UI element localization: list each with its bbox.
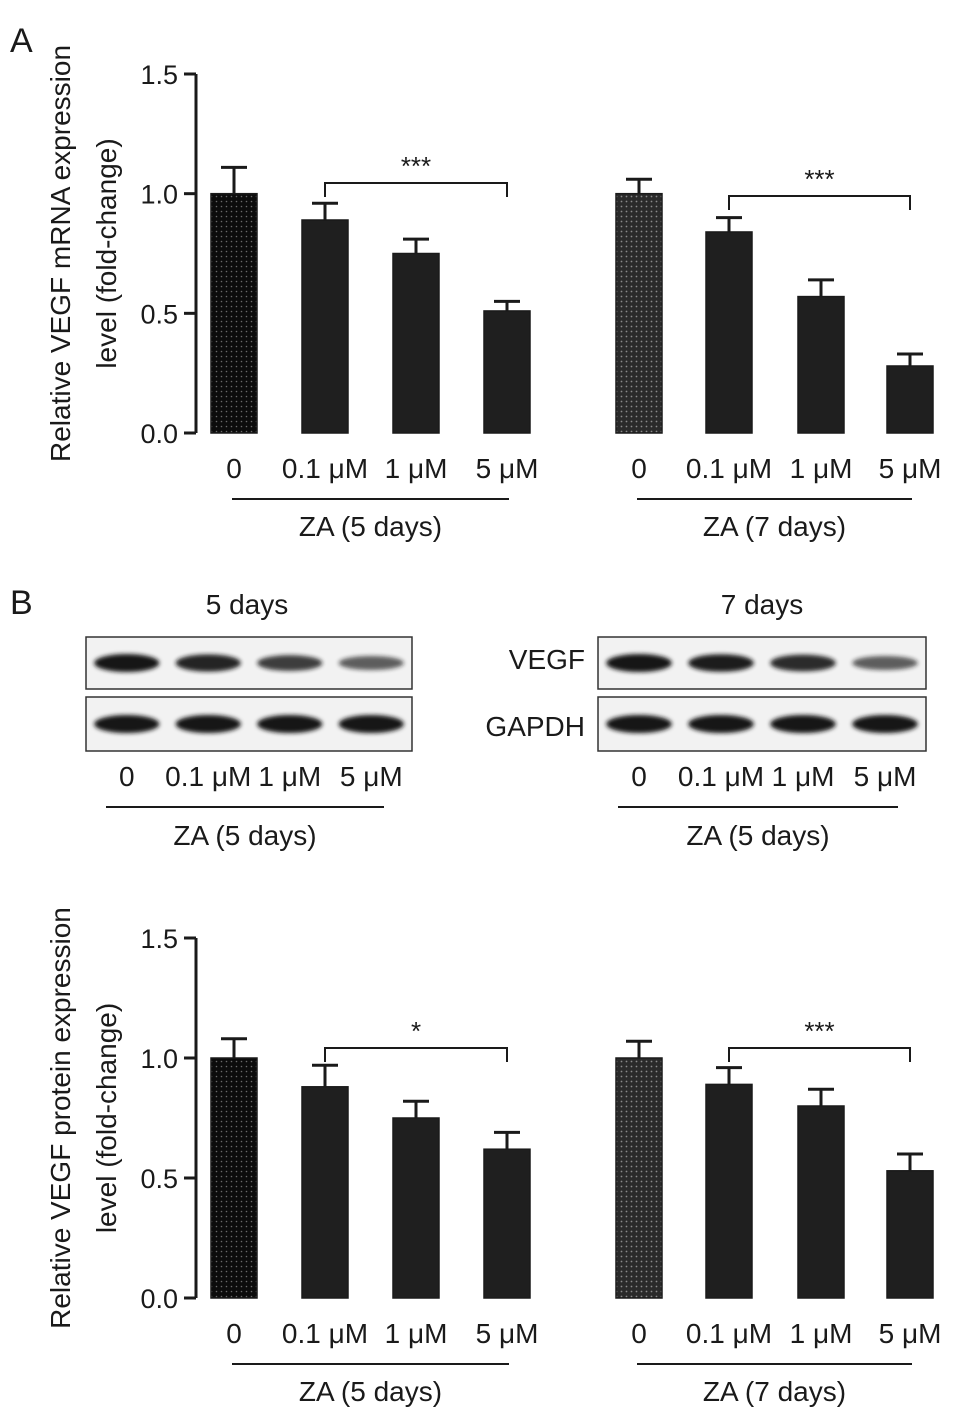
panel-letter-b: B <box>10 584 33 622</box>
bar <box>797 1105 845 1299</box>
y-tick-label: 0.0 <box>140 1284 178 1314</box>
bar <box>392 252 440 434</box>
blot-tick-label: 0.1 μM <box>678 761 764 792</box>
blot-group-label: ZA (5 days) <box>173 820 316 851</box>
band-vegf <box>852 656 918 670</box>
band-gapdh <box>175 715 241 733</box>
western-blot: 5 days 7 days VEGF GAPDH 0 0.1 μM 1 μM 5 μM… <box>85 589 927 851</box>
group-label: ZA (5 days) <box>299 1376 442 1407</box>
blot-group-label: ZA (5 days) <box>686 820 829 851</box>
panel-letter-a: A <box>10 22 33 60</box>
bar <box>705 231 753 434</box>
chart-mrna: 0.0 0.5 1.0 1.5 Relative VEGF mRNA expressio… <box>45 45 941 542</box>
band-gapdh <box>770 715 836 733</box>
y-axis-label: level (fold-change) <box>91 138 122 368</box>
band-gapdh <box>852 715 918 733</box>
x-tick-label: 0.1 μM <box>686 453 772 484</box>
significance-label: * <box>411 1016 421 1046</box>
group-label: ZA (5 days) <box>299 511 442 542</box>
x-tick-label: 1 μM <box>385 453 448 484</box>
y-axis-label: level (fold-change) <box>91 1003 122 1233</box>
significance-label: *** <box>804 164 834 194</box>
band-vegf <box>770 654 836 672</box>
band-vegf <box>175 654 241 672</box>
blot-row-label-gapdh: GAPDH <box>485 711 585 742</box>
bar <box>615 1057 663 1299</box>
chart-protein: 0.0 0.5 1.0 1.5 Relative VEGF protein expres… <box>45 907 941 1407</box>
blot-title-left: 5 days <box>206 589 289 620</box>
blot-right: 0 0.1 μM 1 μM 5 μM ZA (5 days) <box>597 636 927 851</box>
y-tick-label: 0.5 <box>140 299 178 329</box>
bar <box>483 1148 531 1299</box>
y-axis-label: Relative VEGF mRNA expression <box>45 45 76 462</box>
x-tick-label: 5 μM <box>879 1318 942 1349</box>
y-tick-label: 0.5 <box>140 1164 178 1194</box>
blot-tick-label: 5 μM <box>340 761 403 792</box>
x-tick-label: 5 μM <box>476 1318 539 1349</box>
bar <box>392 1117 440 1299</box>
x-tick-label: 1 μM <box>385 1318 448 1349</box>
bar <box>483 310 531 434</box>
x-tick-label: 0.1 μM <box>282 453 368 484</box>
band-gapdh <box>688 715 754 733</box>
y-tick-label: 1.0 <box>140 1044 178 1074</box>
blot-tick-label: 0 <box>119 761 135 792</box>
bar <box>886 1170 934 1299</box>
band-gapdh <box>257 715 323 733</box>
x-tick-label: 0 <box>226 1318 242 1349</box>
band-vegf <box>688 654 754 672</box>
significance-label: *** <box>401 151 431 181</box>
blot-title-right: 7 days <box>721 589 804 620</box>
bar <box>301 219 349 434</box>
group-label: ZA (7 days) <box>703 1376 846 1407</box>
y-tick-label: 1.5 <box>140 60 178 90</box>
x-tick-label: 0 <box>226 453 242 484</box>
band-vegf <box>338 656 404 670</box>
bar <box>705 1083 753 1299</box>
blot-tick-label: 0 <box>631 761 647 792</box>
bar <box>301 1086 349 1299</box>
x-tick-label: 1 μM <box>790 453 853 484</box>
bar <box>797 295 845 434</box>
y-axis-label: Relative VEGF protein expression <box>45 907 76 1329</box>
x-tick-label: 1 μM <box>790 1318 853 1349</box>
significance-bracket <box>324 182 508 197</box>
y-tick-label: 1.0 <box>140 180 178 210</box>
band-gapdh <box>338 715 404 733</box>
blot-row-label-vegf: VEGF <box>509 644 585 675</box>
band-vegf <box>257 655 323 671</box>
bar <box>210 1057 258 1299</box>
x-tick-label: 5 μM <box>879 453 942 484</box>
significance-bracket <box>728 195 911 210</box>
significance-label: *** <box>804 1016 834 1046</box>
bar <box>615 192 663 434</box>
blot-tick-label: 1 μM <box>772 761 835 792</box>
significance-bracket <box>324 1047 508 1062</box>
blot-tick-label: 1 μM <box>258 761 321 792</box>
blot-left: 0 0.1 μM 1 μM 5 μM ZA (5 days) <box>85 636 413 851</box>
band-gapdh <box>606 715 672 733</box>
band-vegf <box>94 654 160 672</box>
y-tick-label: 0.0 <box>140 419 178 449</box>
y-tick-label: 1.5 <box>140 924 178 954</box>
x-tick-label: 0 <box>631 1318 647 1349</box>
blot-tick-label: 0.1 μM <box>165 761 251 792</box>
x-tick-label: 5 μM <box>476 453 539 484</box>
band-vegf <box>606 654 672 672</box>
blot-tick-label: 5 μM <box>854 761 917 792</box>
bar <box>886 365 934 434</box>
x-tick-label: 0.1 μM <box>686 1318 772 1349</box>
significance-bracket <box>728 1047 911 1062</box>
bar <box>210 192 258 434</box>
band-gapdh <box>94 715 160 733</box>
x-tick-label: 0.1 μM <box>282 1318 368 1349</box>
x-tick-label: 0 <box>631 453 647 484</box>
group-label: ZA (7 days) <box>703 511 846 542</box>
